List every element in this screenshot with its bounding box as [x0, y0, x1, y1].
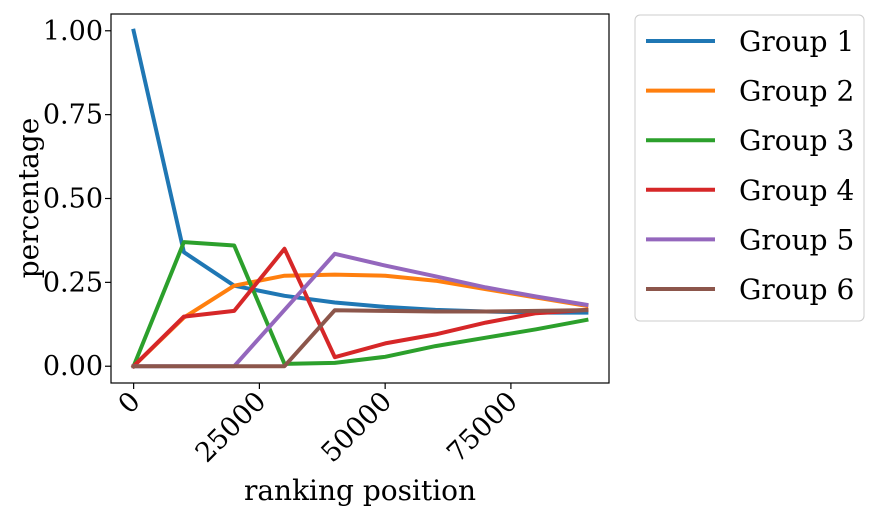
y-tick-label: 0.00: [43, 351, 103, 382]
legend-label-group-2: Group 2: [739, 75, 854, 108]
legend-label-group-3: Group 3: [739, 124, 854, 157]
y-axis-label: percentage: [12, 118, 45, 279]
legend-label-group-6: Group 6: [739, 273, 854, 306]
legend-label-group-4: Group 4: [739, 174, 854, 207]
series-line-group-3: [130, 240, 589, 369]
x-tick-label: 25000: [190, 386, 273, 469]
y-axis: 0.00 0.25 0.50 0.75 1.00: [43, 16, 111, 382]
series-line-group-6: [131, 308, 589, 369]
series-line-group-2: [130, 272, 589, 370]
x-tick-label: 75000: [441, 386, 524, 469]
legend-label-group-5: Group 5: [739, 223, 854, 256]
y-tick-label: 1.00: [43, 16, 103, 47]
x-axis-label: ranking position: [244, 474, 476, 507]
y-tick-label: 0.25: [43, 267, 103, 298]
x-tick-label: 0: [113, 386, 147, 420]
x-tick-label: 50000: [315, 386, 398, 469]
x-axis: 0 25000 50000 75000: [113, 383, 524, 469]
y-tick-label: 0.50: [43, 184, 103, 215]
series-line-group-4: [130, 246, 589, 370]
series-line-group-1: [131, 28, 589, 315]
y-tick-label: 0.75: [43, 100, 103, 131]
legend-label-group-1: Group 1: [739, 25, 854, 58]
legend: Group 1 Group 2 Group 3 Group 4 Group 5 Group…: [634, 14, 865, 322]
series-layer: [130, 28, 589, 370]
